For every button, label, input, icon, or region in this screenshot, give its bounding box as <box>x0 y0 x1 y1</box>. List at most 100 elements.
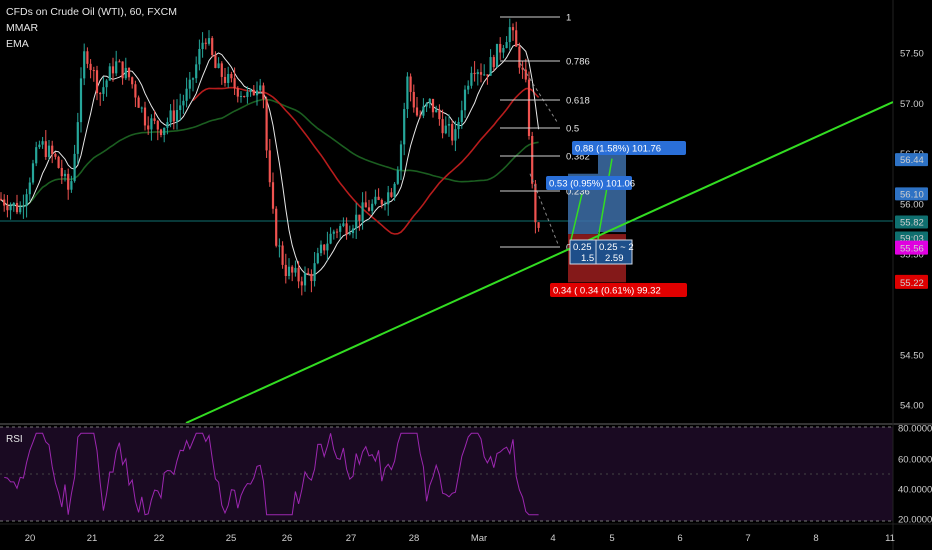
candle-body <box>454 129 457 141</box>
candle-body <box>44 141 47 157</box>
candle-body <box>25 194 28 206</box>
candle-body <box>396 170 399 184</box>
candle-body <box>83 51 86 79</box>
fib-level-label: 0.618 <box>566 96 590 107</box>
candle-body <box>236 88 239 97</box>
price-tick-label: 54.00 <box>900 401 924 412</box>
candle-body <box>12 202 15 206</box>
candle-body <box>223 76 227 83</box>
candle-body <box>505 42 508 49</box>
candle-body <box>361 202 364 221</box>
candle-body <box>172 110 175 122</box>
candle-body <box>387 192 390 205</box>
time-tick-label: 4 <box>550 533 555 544</box>
candle-body <box>99 93 102 95</box>
candle-body <box>313 263 316 282</box>
candle-body <box>390 192 393 197</box>
projection-arrow-2 <box>597 158 613 240</box>
candles <box>0 18 540 296</box>
candle-body <box>118 61 121 63</box>
candle-body <box>111 66 115 74</box>
candle-body <box>492 57 495 68</box>
trend-line[interactable] <box>185 101 893 423</box>
candle-body <box>406 76 409 110</box>
position-target-2-label-bg <box>546 176 632 190</box>
candle-body <box>486 74 489 76</box>
price-axis[interactable]: 57.5057.0056.5056.0055.5054.5054.0056.44… <box>895 49 932 526</box>
candle-body <box>70 181 73 190</box>
candle-body <box>201 42 204 49</box>
candle-body <box>150 118 153 130</box>
symbol-title[interactable]: CFDs on Crude Oil (WTI), 60, FXCM <box>6 6 177 18</box>
fib-level-label: 0.236 <box>566 187 590 198</box>
price-tag-label: 56.44 <box>900 155 924 166</box>
candle-body <box>204 42 207 44</box>
candle-body <box>166 122 169 128</box>
rsi-tick-label: 40.0000 <box>898 485 932 496</box>
candle-body <box>451 124 454 141</box>
candle-body <box>422 106 425 116</box>
candle-body <box>268 150 271 183</box>
time-tick-label: 8 <box>813 533 818 544</box>
candle-body <box>163 127 166 135</box>
fibonacci-retracement[interactable]: 1 0.786 0.618 0.5 0.382 0.236 0 <box>500 13 590 254</box>
candle-body <box>508 27 511 43</box>
time-axis[interactable]: 20 21 22 25 26 27 28 Mar 4 5 6 7 8 11 <box>25 533 895 544</box>
candle-body <box>60 167 63 177</box>
price-tick-label: 57.50 <box>900 49 924 60</box>
candle-body <box>102 87 105 94</box>
candle-body <box>310 273 313 282</box>
price-tag-label: 55.56 <box>900 244 924 255</box>
indicator-ema-label[interactable]: EMA <box>6 38 29 50</box>
candle-body <box>207 38 211 44</box>
rsi-tick-label: 80.0000 <box>898 424 932 435</box>
candle-body <box>230 73 233 79</box>
time-tick-label: 26 <box>282 533 293 544</box>
candle-body <box>252 89 255 96</box>
candle-body <box>220 63 223 77</box>
candle-body <box>460 110 463 122</box>
candle-body <box>54 153 57 157</box>
candle-body <box>3 199 6 206</box>
entry-right-box <box>595 239 633 265</box>
candle-body <box>428 98 431 104</box>
candle-body <box>15 202 19 213</box>
candle-body <box>243 95 246 97</box>
candle-body <box>79 78 83 123</box>
time-tick-label: 11 <box>885 533 895 544</box>
candle-body <box>316 253 319 264</box>
ma-green-line[interactable] <box>0 98 539 207</box>
price-tag <box>895 241 928 255</box>
price-tag-label: 55.22 <box>900 278 924 289</box>
candle-body <box>124 67 127 79</box>
price-tag <box>895 215 928 229</box>
candle-body <box>9 205 12 211</box>
candle-body <box>367 207 371 211</box>
candle-body <box>473 72 476 75</box>
candle-body <box>527 79 531 137</box>
rsi-line[interactable] <box>4 432 539 516</box>
candle-body <box>0 198 3 200</box>
rsi-label[interactable]: RSI <box>6 434 23 445</box>
candle-body <box>489 57 492 76</box>
candle-body <box>137 97 140 108</box>
candle-body <box>108 66 111 81</box>
candle-body <box>134 84 137 98</box>
candle-body <box>345 223 348 235</box>
candle-body <box>435 109 438 113</box>
candle-body <box>38 144 41 148</box>
candle-body <box>383 204 387 206</box>
candle-body <box>127 67 131 78</box>
position-target-1-label: 0.88 (1.58%) 101.76 <box>575 144 661 155</box>
entry-left-box <box>569 239 597 265</box>
candle-body <box>371 203 374 211</box>
indicator-mmar-label[interactable]: MMAR <box>6 22 39 34</box>
candle-body <box>479 72 483 75</box>
candle-body <box>159 129 163 135</box>
candle-body <box>169 110 172 123</box>
candle-body <box>476 72 479 75</box>
candle-body <box>249 89 252 92</box>
candle-body <box>246 91 249 97</box>
candle-body <box>419 115 422 117</box>
